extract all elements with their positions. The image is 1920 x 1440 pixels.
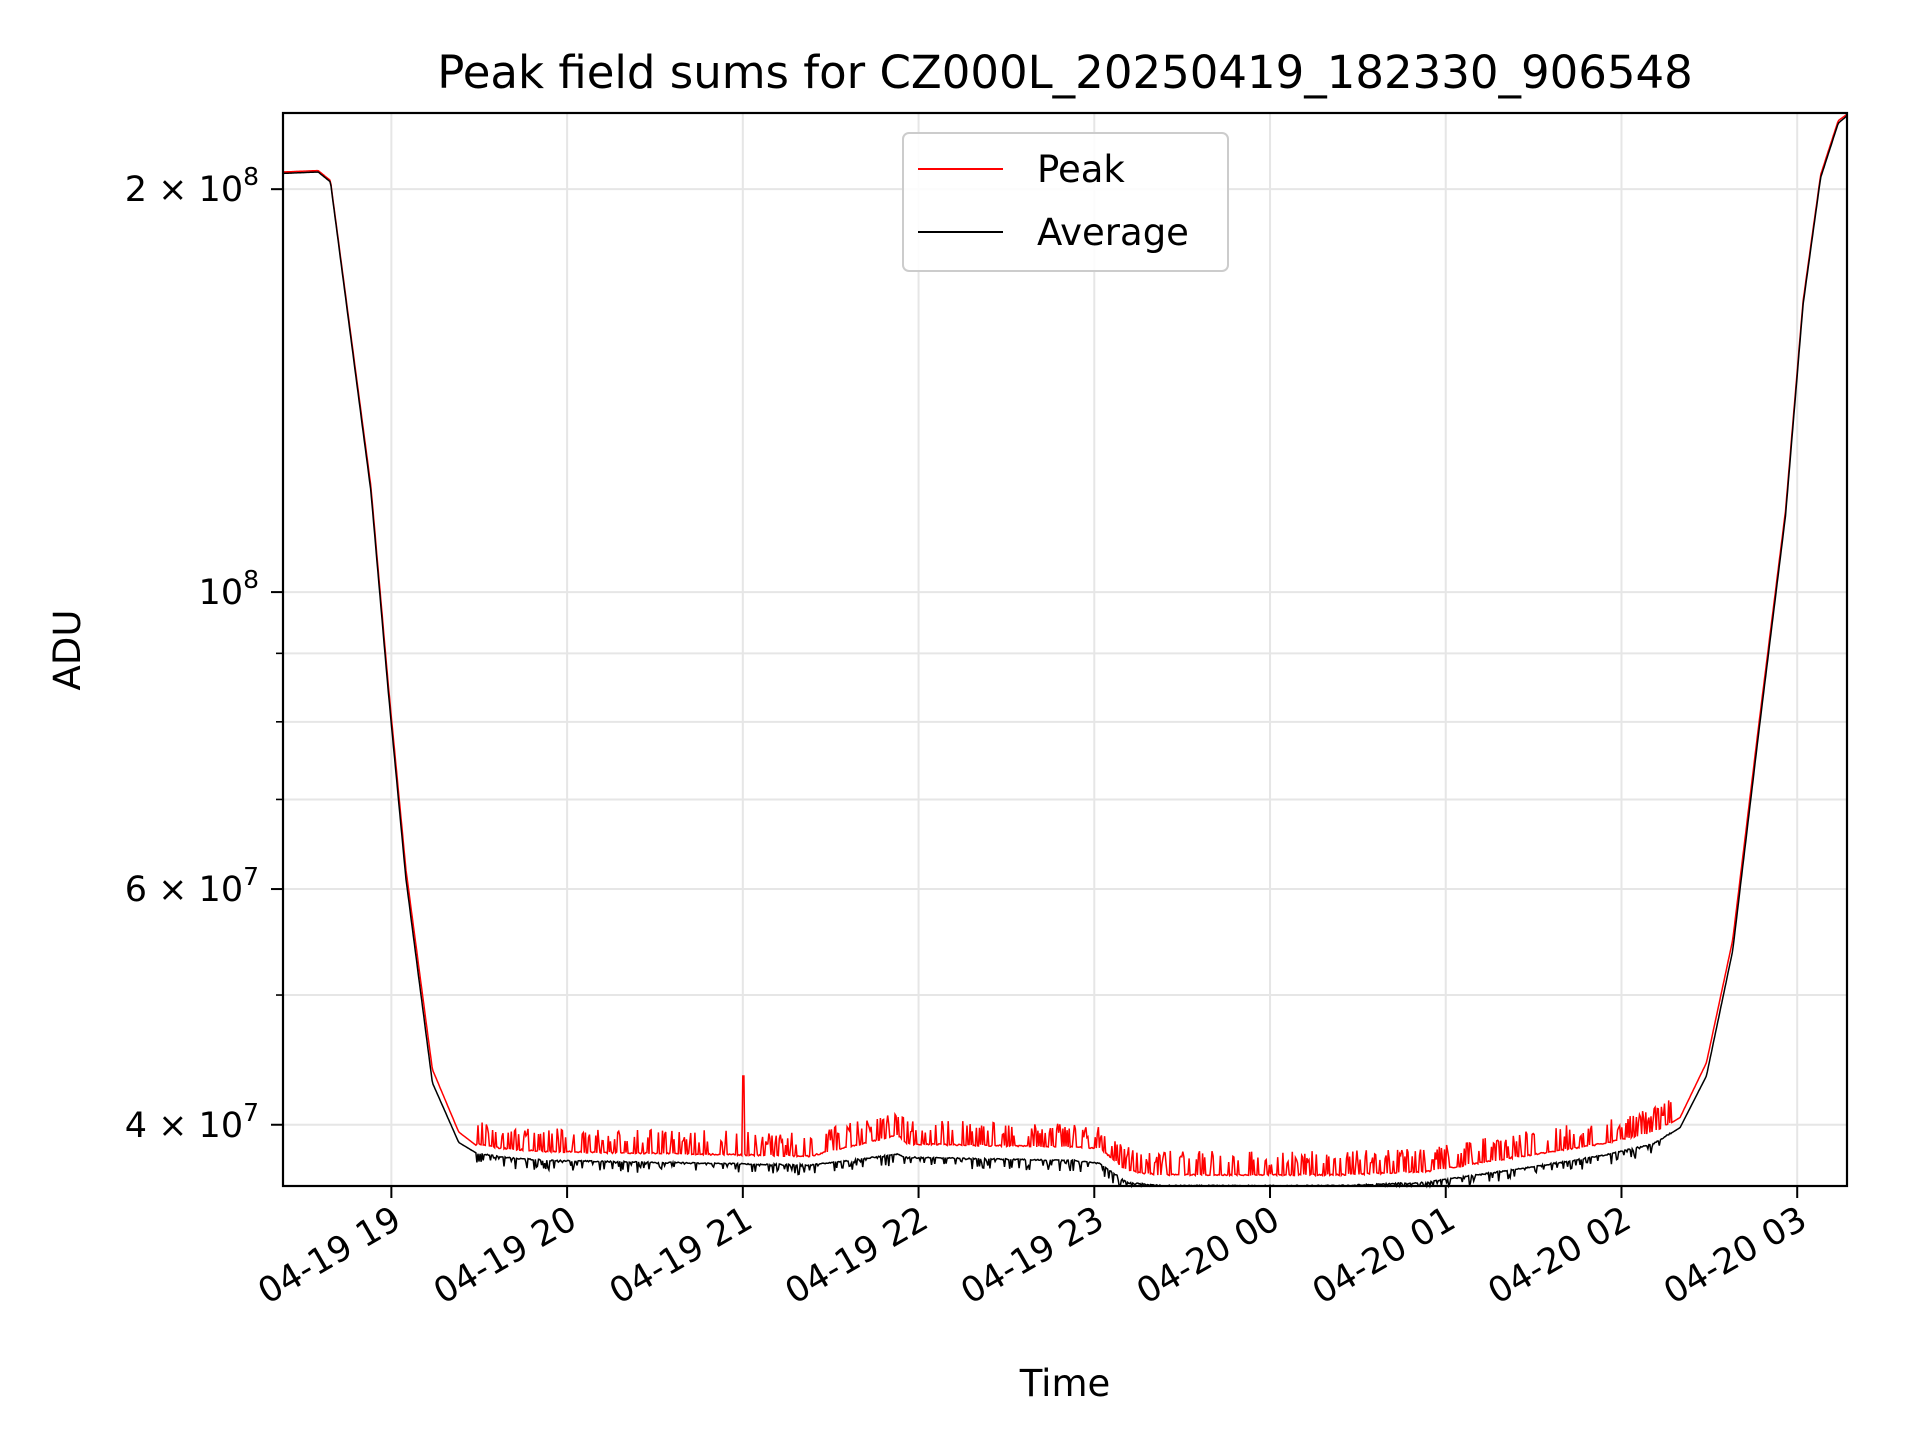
x-tick-label: 04-20 00 [1130,1199,1286,1312]
y-tick-label-text: 6 × 107 [125,862,259,910]
y-axis-label: ADU [46,610,89,691]
series-layer [282,113,1848,1189]
y-tick-mantissa: 4 [125,1106,147,1146]
grid-lines [283,113,1847,1186]
x-tick-label: 04-20 02 [1482,1199,1638,1312]
y-tick-exponent: 8 [243,565,259,594]
y-tick-label-text: 4 × 107 [125,1098,259,1146]
series-line-average [283,115,1848,1189]
y-tick-exponent: 8 [243,162,259,191]
x-tick-label: 04-19 23 [954,1199,1110,1312]
legend-box [902,132,1229,272]
y-tick-times-sign: × 10 [147,1106,243,1146]
y-tick-label: 6 × 107 [125,862,259,910]
y-tick-times-sign: × 10 [147,870,243,910]
x-axis-ticks: 04-19 19 04-19 20 04-19 21 04-19 22 04-19 23… [252,1186,1814,1312]
series-line-peak [282,113,1848,1178]
x-axis-label: Time [1019,1362,1111,1405]
legend: Peak Average [902,132,1229,272]
y-tick-exponent: 7 [243,1098,259,1127]
x-tick-label: 04-19 22 [779,1199,935,1312]
legend-label-average: Average [1037,211,1189,254]
y-tick-exponent: 7 [243,862,259,891]
chart-title: Peak field sums for CZ000L_20250419_1823… [437,46,1693,99]
y-tick-label-text: 2 × 108 [125,162,259,210]
y-tick-label: 108 [199,565,259,613]
plot-frame [281,111,1849,1188]
y-tick-mantissa: 2 [125,170,147,210]
legend-label-peak: Peak [1037,148,1125,191]
y-tick-label: 4 × 107 [125,1098,259,1146]
x-tick-label: 04-20 03 [1657,1199,1813,1312]
x-tick-label: 04-19 19 [252,1199,408,1312]
y-tick-label: 2 × 108 [125,162,259,210]
y-tick-mantissa: 6 [125,870,147,910]
y-tick-base-ten: 10 [199,573,244,613]
x-tick-label: 04-19 20 [427,1199,583,1312]
x-tick-label: 04-19 21 [603,1199,759,1312]
y-tick-times-sign: × 10 [147,170,243,210]
y-tick-label-text: 108 [199,565,259,613]
x-tick-label: 04-20 01 [1306,1199,1462,1312]
